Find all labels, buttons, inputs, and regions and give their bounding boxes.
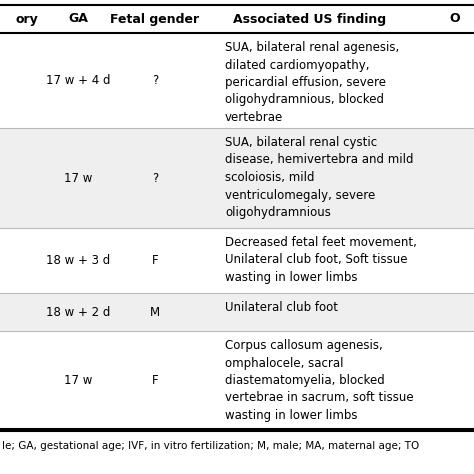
Text: 17 w: 17 w <box>64 374 92 386</box>
Bar <box>0 228 474 293</box>
Text: SUA, bilateral renal cystic
disease, hemivertebra and mild
scoloiosis, mild
vent: SUA, bilateral renal cystic disease, hem… <box>225 136 413 219</box>
Text: M: M <box>150 306 160 319</box>
Text: Unilateral club foot: Unilateral club foot <box>225 301 338 314</box>
Text: Associated US finding: Associated US finding <box>233 12 387 26</box>
Text: 17 w + 4 d: 17 w + 4 d <box>46 74 110 87</box>
Text: Corpus callosum agenesis,
omphalocele, sacral
diastematomyelia, blocked
vertebra: Corpus callosum agenesis, omphalocele, s… <box>225 339 414 422</box>
Text: 18 w + 2 d: 18 w + 2 d <box>46 306 110 319</box>
Bar <box>0 293 474 331</box>
Bar <box>0 128 474 228</box>
Text: ?: ? <box>152 172 158 184</box>
Text: F: F <box>152 374 158 386</box>
Bar <box>0 331 474 429</box>
Text: ?: ? <box>152 74 158 87</box>
Text: 17 w: 17 w <box>64 172 92 184</box>
Text: GA: GA <box>68 12 88 26</box>
Text: Decreased fetal feet movement,
Unilateral club foot, Soft tissue
wasting in lowe: Decreased fetal feet movement, Unilatera… <box>225 236 417 284</box>
Bar <box>0 33 474 128</box>
Text: Fetal gender: Fetal gender <box>110 12 200 26</box>
Text: F: F <box>152 254 158 267</box>
Text: O: O <box>450 12 460 26</box>
Text: ory: ory <box>16 12 38 26</box>
Text: SUA, bilateral renal agenesis,
dilated cardiomyopathy,
pericardial effusion, sev: SUA, bilateral renal agenesis, dilated c… <box>225 41 399 124</box>
Text: 18 w + 3 d: 18 w + 3 d <box>46 254 110 267</box>
Text: le; GA, gestational age; IVF, in vitro fertilization; M, male; MA, maternal age;: le; GA, gestational age; IVF, in vitro f… <box>2 441 419 451</box>
